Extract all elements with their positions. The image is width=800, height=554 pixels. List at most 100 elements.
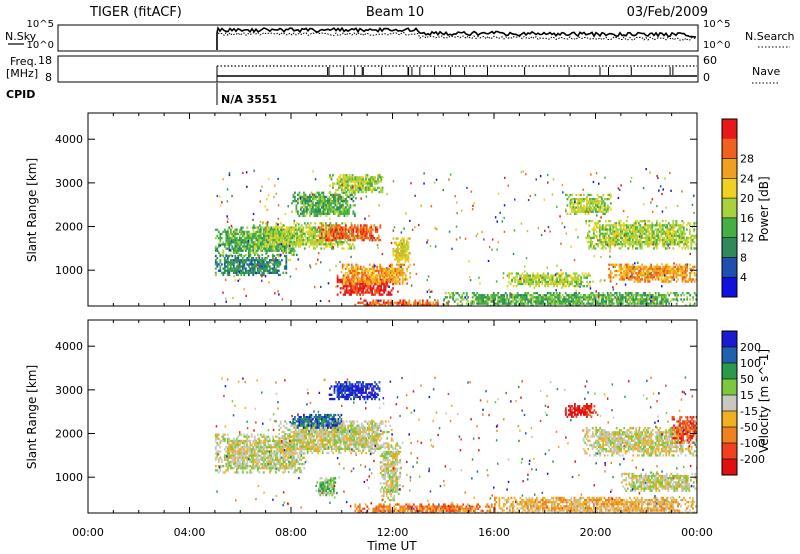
heatmap-cell bbox=[361, 226, 364, 229]
heatmap-cell bbox=[587, 212, 590, 215]
heatmap-cell bbox=[682, 230, 685, 233]
heatmap-cell bbox=[400, 247, 402, 251]
heatmap-cell bbox=[525, 292, 528, 295]
heatmap-cell bbox=[628, 243, 631, 246]
heatmap-cell bbox=[342, 182, 345, 185]
heatmap-cell bbox=[482, 294, 485, 297]
heatmap-cell bbox=[306, 226, 309, 229]
heatmap-cell bbox=[661, 224, 664, 227]
heatmap-cell bbox=[332, 230, 335, 233]
heatmap-cell bbox=[675, 263, 678, 266]
heatmap-cell bbox=[361, 230, 364, 233]
heatmap-cell bbox=[341, 278, 344, 281]
heatmap-cell bbox=[673, 243, 676, 246]
heatmap-cell bbox=[343, 214, 346, 217]
heatmap-cell bbox=[382, 303, 385, 306]
heatmap-cell bbox=[296, 236, 299, 240]
heatmap-cell bbox=[545, 276, 548, 279]
heatmap-cell bbox=[279, 273, 282, 277]
heatmap-cell bbox=[258, 247, 261, 250]
heatmap-cell bbox=[272, 241, 275, 244]
heatmap-cell bbox=[674, 292, 677, 295]
heatmap-cell bbox=[297, 243, 300, 246]
heatmap-cell bbox=[611, 263, 613, 266]
heatmap-cell bbox=[654, 236, 657, 240]
heatmap-cell bbox=[364, 224, 367, 227]
heatmap-cell bbox=[678, 263, 681, 266]
heatmap-cell bbox=[285, 247, 288, 250]
heatmap-cell bbox=[348, 291, 351, 294]
heatmap-cell bbox=[392, 247, 395, 251]
heatmap-cell bbox=[223, 265, 226, 268]
heatmap-cell bbox=[337, 232, 340, 235]
heatmap-cell bbox=[471, 208, 474, 211]
heatmap-cell bbox=[621, 296, 624, 299]
heatmap-cell bbox=[366, 301, 369, 304]
heatmap-cell bbox=[356, 184, 358, 187]
heatmap-cell bbox=[489, 300, 492, 303]
heatmap-cell bbox=[415, 303, 418, 306]
heatmap-cell bbox=[549, 298, 552, 301]
heatmap-cell bbox=[343, 197, 346, 201]
heatmap-cell bbox=[652, 232, 655, 235]
heatmap-cell bbox=[273, 269, 276, 272]
heatmap-cell bbox=[409, 263, 412, 266]
heatmap-cell bbox=[256, 247, 259, 250]
heatmap-cell bbox=[398, 260, 401, 263]
heatmap-cell bbox=[392, 252, 395, 255]
heatmap-cell bbox=[666, 276, 669, 279]
heatmap-cell bbox=[361, 236, 364, 240]
heatmap-cell bbox=[345, 202, 347, 205]
heatmap-cell bbox=[269, 234, 272, 238]
heatmap-cell bbox=[655, 238, 658, 242]
heatmap-cell bbox=[344, 285, 346, 288]
heatmap-cell bbox=[485, 300, 488, 303]
heatmap-cell bbox=[346, 204, 349, 207]
heatmap-cell bbox=[325, 236, 328, 240]
heatmap-cell bbox=[255, 249, 258, 252]
heatmap-cell bbox=[339, 186, 342, 189]
heatmap-cell bbox=[407, 241, 410, 244]
heatmap-cell bbox=[668, 302, 671, 305]
heatmap-cell bbox=[321, 200, 323, 203]
heatmap-cell bbox=[335, 285, 337, 288]
heatmap-cell bbox=[348, 184, 351, 187]
heatmap-cell bbox=[344, 291, 346, 294]
heatmap-cell bbox=[663, 245, 666, 248]
heatmap-cell bbox=[342, 202, 344, 205]
heatmap-cell bbox=[364, 267, 367, 271]
heatmap-cell bbox=[293, 232, 296, 235]
heatmap-cell bbox=[630, 234, 633, 237]
heatmap-cell bbox=[615, 228, 618, 231]
heatmap-cell bbox=[406, 301, 409, 304]
heatmap-cell bbox=[665, 276, 667, 279]
heatmap-cell bbox=[656, 302, 659, 305]
heatmap-cell bbox=[620, 294, 623, 297]
heatmap-cell bbox=[524, 294, 527, 297]
heatmap-cell bbox=[353, 289, 355, 292]
heatmap-cell bbox=[627, 224, 630, 227]
heatmap-cell bbox=[362, 224, 365, 227]
heatmap-cell bbox=[354, 289, 357, 292]
heatmap-cell bbox=[625, 228, 628, 231]
heatmap-cell bbox=[285, 271, 288, 274]
heatmap-cell bbox=[615, 236, 618, 240]
heatmap-cell bbox=[387, 303, 390, 306]
heatmap-cell bbox=[309, 243, 312, 246]
heatmap-cell bbox=[621, 267, 624, 271]
heatmap-cell bbox=[350, 267, 353, 271]
heatmap-cell bbox=[480, 298, 483, 301]
heatmap-cell bbox=[669, 226, 672, 229]
heatmap-cell bbox=[315, 206, 317, 209]
heatmap-cell bbox=[292, 193, 295, 196]
heatmap-cell bbox=[300, 202, 302, 205]
heatmap-cell bbox=[295, 206, 298, 209]
heatmap-cell bbox=[338, 224, 341, 227]
heatmap-cell bbox=[326, 236, 329, 240]
heatmap-cell bbox=[367, 272, 370, 275]
heatmap-cell bbox=[538, 285, 540, 288]
heatmap-cell bbox=[361, 280, 364, 283]
heatmap-cell bbox=[338, 241, 341, 244]
heatmap-cell bbox=[442, 303, 445, 306]
heatmap-cell bbox=[667, 238, 670, 242]
